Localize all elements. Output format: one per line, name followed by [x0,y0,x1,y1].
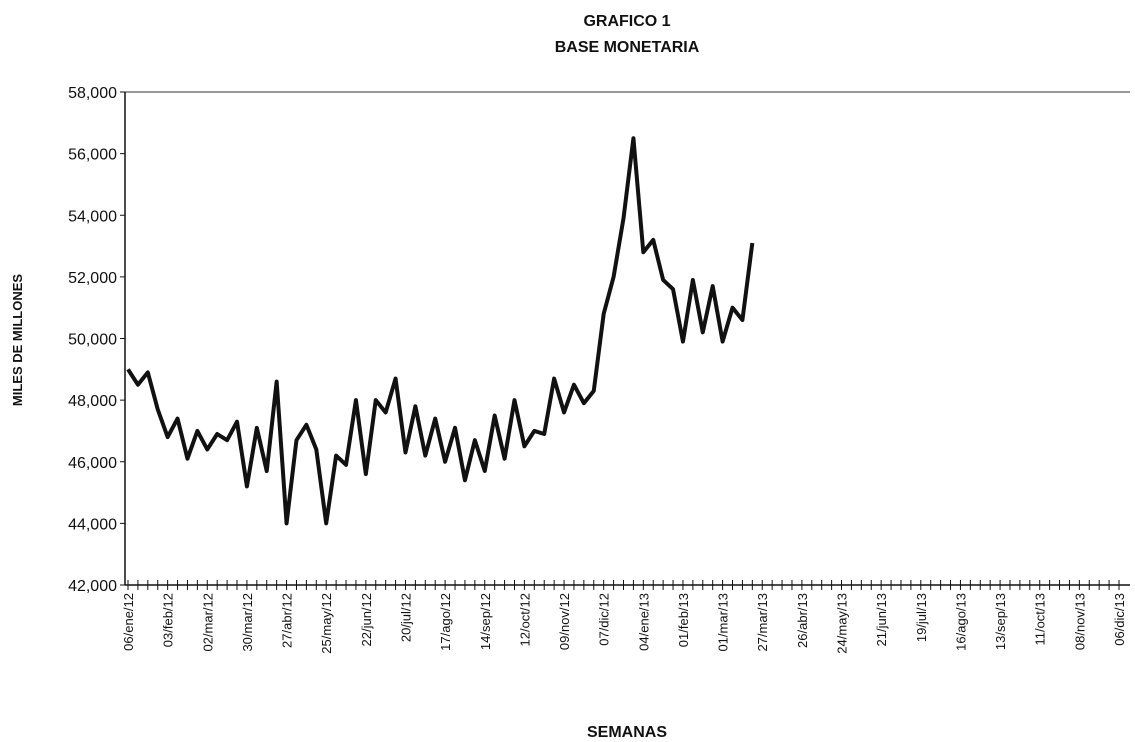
x-tick-label: 16/ago/13 [953,593,968,651]
x-tick-label: 14/sep/12 [478,593,493,650]
y-tick-label: 52,000 [68,270,117,287]
x-tick-label: 24/may/13 [835,593,850,654]
x-tick-label: 27/mar/13 [755,593,770,652]
y-tick-label: 44,000 [68,516,117,533]
x-tick-label: 01/mar/13 [716,593,731,652]
y-tick-label: 42,000 [68,578,117,595]
x-tick-label: 27/abr/12 [280,593,295,648]
x-tick-label: 08/nov/13 [1072,593,1087,650]
x-tick-label: 02/mar/12 [200,593,215,652]
y-axis-title: MILES DE MILLONES [10,274,25,407]
y-tick-label: 50,000 [68,332,117,349]
x-tick-label: 06/ene/12 [121,593,136,651]
x-axis-title: SEMANAS [587,724,667,741]
chart-subtitle: BASE MONETARIA [555,39,700,56]
y-tick-label: 56,000 [68,147,117,164]
x-tick-label: 12/oct/12 [517,593,532,647]
x-tick-label: 07/dic/12 [597,593,612,646]
chart-title: GRAFICO 1 [583,13,670,30]
x-tick-label: 20/jul/12 [398,593,413,642]
x-tick-label: 13/sep/13 [993,593,1008,650]
x-tick-label: 17/ago/12 [438,593,453,651]
x-tick-label: 03/feb/12 [161,593,176,647]
y-tick-label: 48,000 [68,393,117,410]
x-tick-label: 25/may/12 [319,593,334,654]
x-tick-label: 21/jun/13 [874,593,889,647]
y-tick-label: 58,000 [68,85,117,102]
x-tick-label: 30/mar/12 [240,593,255,652]
x-tick-label: 06/dic/13 [1112,593,1127,646]
x-tick-label: 11/oct/13 [1033,593,1048,646]
x-tick-label: 01/feb/13 [676,593,691,647]
data-line [126,136,755,526]
x-tick-label: 19/jul/13 [914,593,929,642]
x-tick-label: 09/nov/12 [557,593,572,650]
y-tick-label: 54,000 [68,208,117,225]
y-tick-label: 46,000 [68,455,117,472]
x-tick-label: 04/ene/13 [636,593,651,651]
x-tick-label: 22/jun/12 [359,593,374,647]
x-tick-label: 26/abr/13 [795,593,810,648]
